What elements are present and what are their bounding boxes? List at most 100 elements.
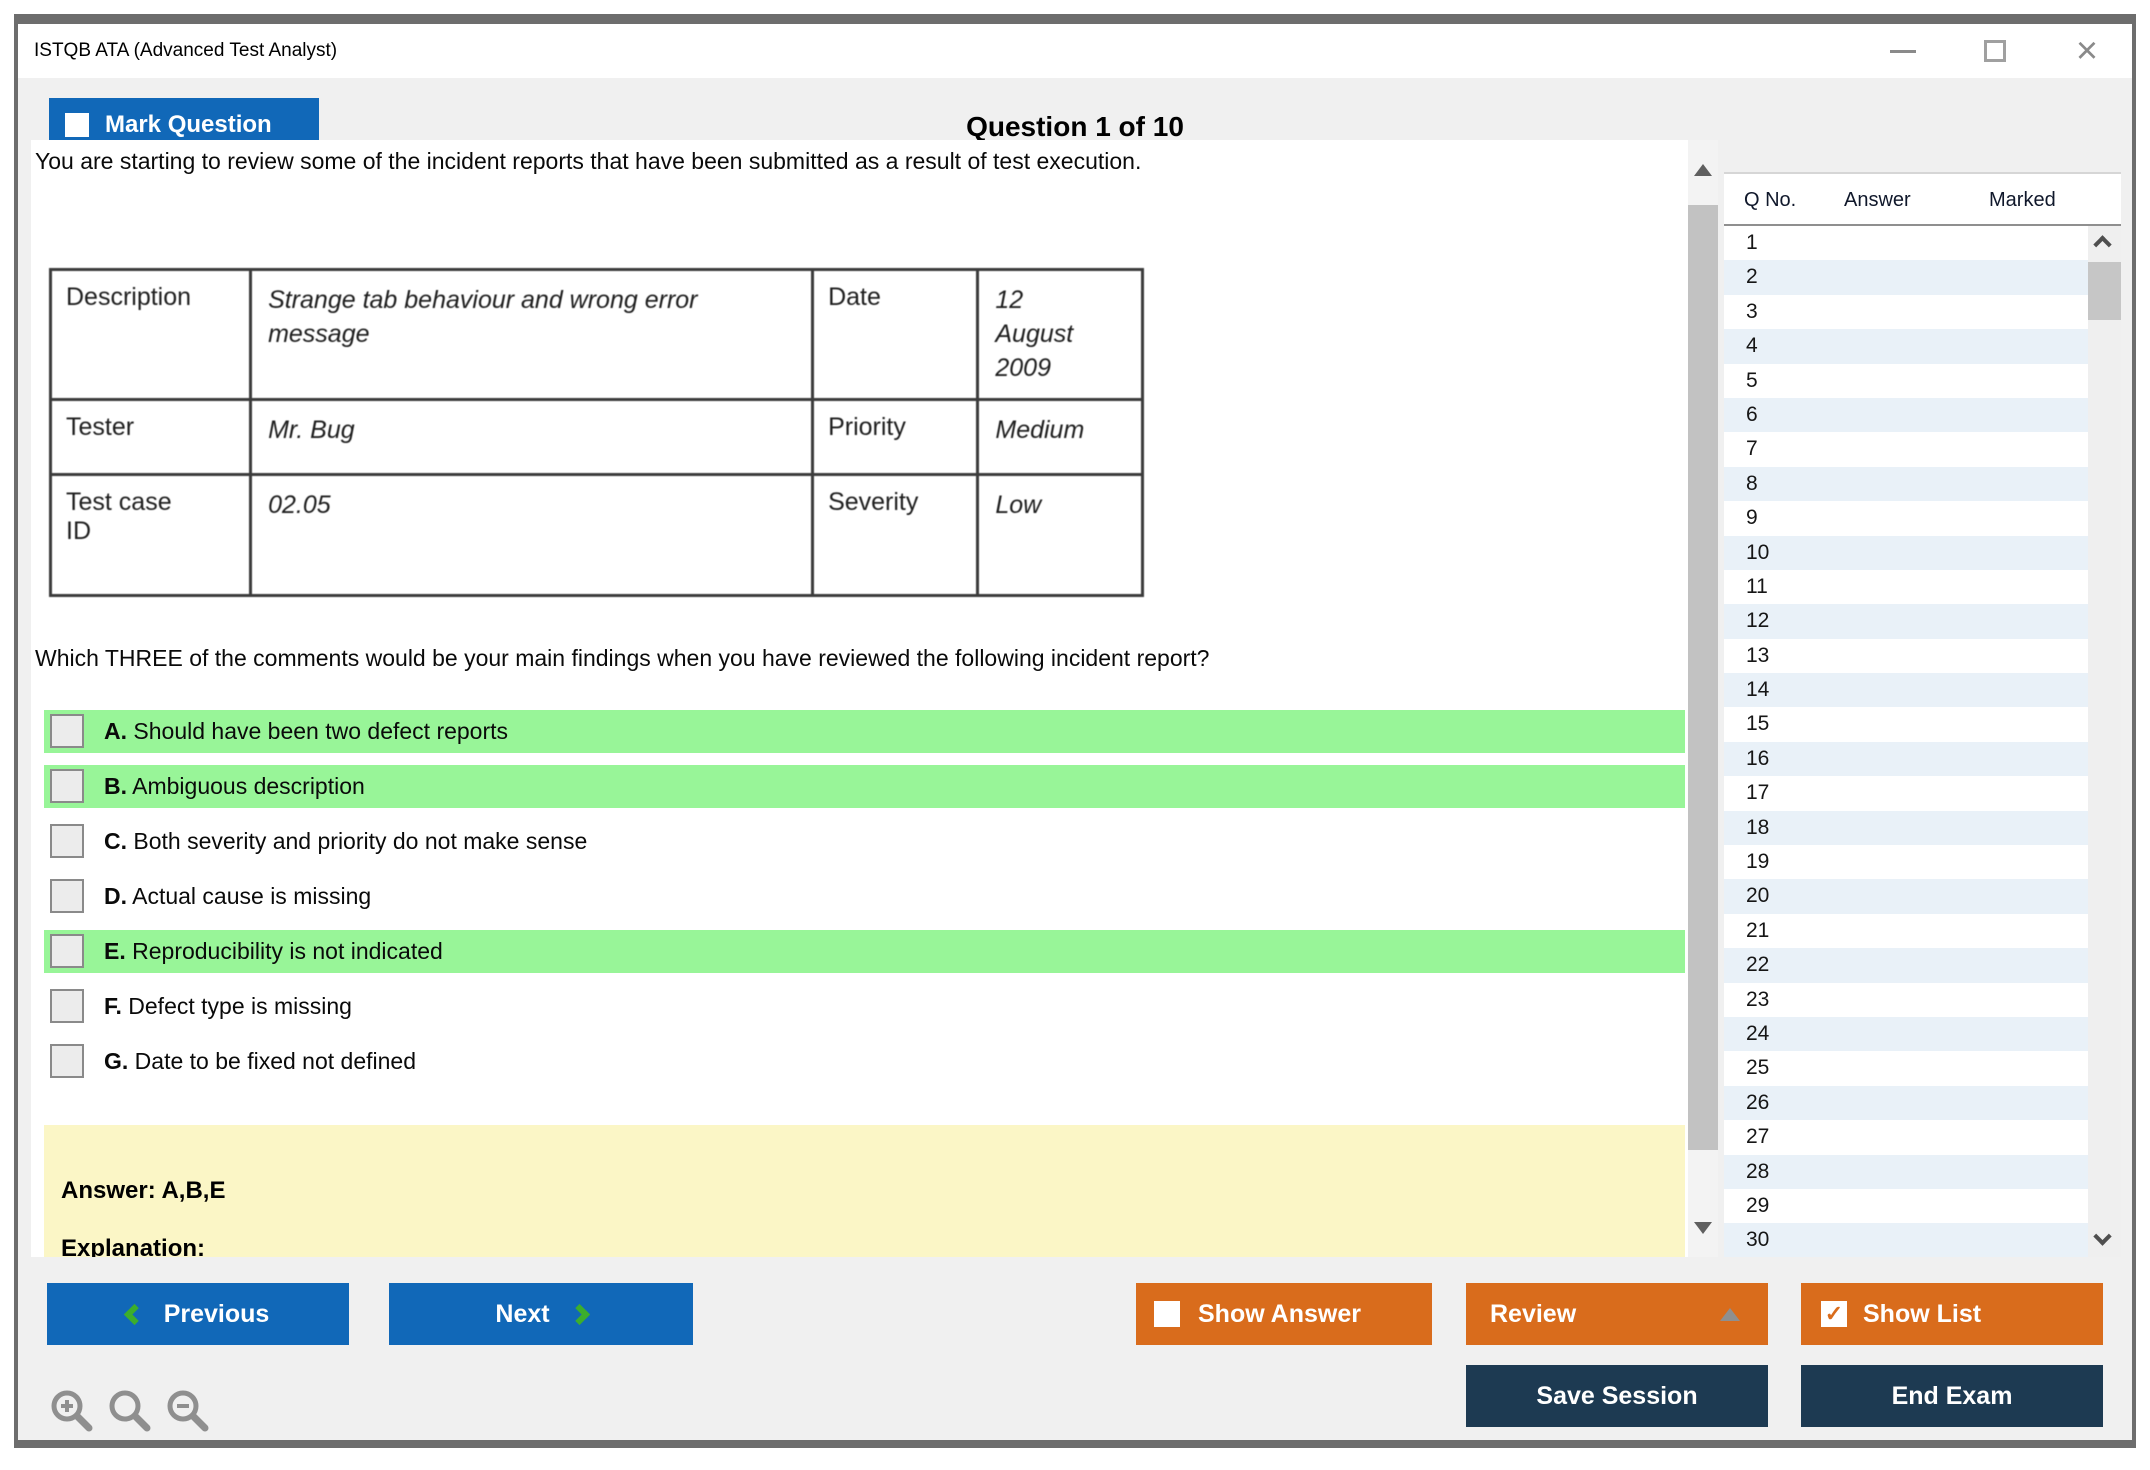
show-answer-checkbox[interactable] bbox=[1154, 1301, 1180, 1327]
maximize-button[interactable] bbox=[1980, 36, 2010, 66]
question-list-row[interactable]: 28 bbox=[1724, 1154, 2088, 1189]
question-list-rows: 1 2 3 4 5 6 7 8 9 10 11 12 13 14 15 16 17 18 19 20 21 22 23 24 2… bbox=[1724, 226, 2088, 1257]
list-scroll-up-icon[interactable] bbox=[2093, 235, 2112, 254]
question-prompt-text: Which THREE of the comments would be you… bbox=[35, 645, 1210, 671]
chevron-right-icon bbox=[568, 1303, 590, 1325]
question-list-row[interactable]: 26 bbox=[1724, 1085, 2088, 1121]
question-list-row[interactable]: 21 bbox=[1746, 918, 1770, 942]
previous-button[interactable]: Previous bbox=[47, 1283, 349, 1345]
column-header-marked: Marked bbox=[1989, 189, 2056, 211]
question-list-row[interactable]: 17 bbox=[1746, 781, 1770, 805]
option-checkbox[interactable] bbox=[50, 879, 84, 913]
answer-option-row[interactable]: B. Ambiguous description bbox=[44, 765, 1685, 808]
option-checkbox[interactable] bbox=[50, 824, 84, 858]
incident-field-label: Priority bbox=[811, 398, 980, 476]
incident-field-label: Description bbox=[48, 268, 253, 401]
minimize-button[interactable] bbox=[1888, 36, 1918, 66]
next-button[interactable]: Next bbox=[389, 1283, 693, 1345]
list-scrollbar-thumb[interactable] bbox=[2088, 262, 2121, 320]
maximize-icon bbox=[1984, 40, 2006, 62]
zoom-in-icon[interactable] bbox=[49, 1388, 95, 1434]
answer-option-row[interactable]: D. Actual cause is missing bbox=[44, 875, 1685, 918]
question-list-header: Q No. Answer Marked bbox=[1724, 174, 2121, 226]
incident-field-value: Mr. Bug bbox=[249, 398, 815, 476]
previous-label: Previous bbox=[163, 1299, 270, 1328]
incident-field-label: Test case ID bbox=[48, 473, 253, 597]
zoom-out-icon[interactable] bbox=[165, 1388, 211, 1434]
window-controls: × bbox=[1888, 24, 2102, 78]
save-session-button[interactable]: Save Session bbox=[1466, 1365, 1768, 1427]
question-list-row[interactable]: 9 bbox=[1746, 506, 1758, 530]
question-list-row[interactable]: 8 bbox=[1724, 466, 2088, 502]
zoom-reset-icon[interactable] bbox=[107, 1388, 153, 1434]
review-label: Review bbox=[1490, 1299, 1577, 1328]
question-list-row[interactable]: 13 bbox=[1746, 643, 1770, 667]
show-list-button[interactable]: ✓ Show List bbox=[1801, 1283, 2103, 1345]
question-list-row[interactable]: 4 bbox=[1724, 329, 2088, 364]
window-body: Question 1 of 10 Mark Question You are s… bbox=[18, 78, 2132, 1440]
question-list-row[interactable]: 23 bbox=[1746, 987, 1770, 1011]
option-label: A. Should have been two defect reports bbox=[104, 718, 509, 744]
incident-table-body: Description Strange tab behaviour and wro… bbox=[48, 268, 1145, 597]
question-list-row[interactable]: 29 bbox=[1746, 1193, 1770, 1217]
show-answer-button[interactable]: Show Answer bbox=[1136, 1283, 1432, 1345]
question-list-row[interactable]: 3 bbox=[1746, 299, 1758, 323]
answer-text: Answer: A,B,E bbox=[61, 1177, 226, 1204]
option-checkbox[interactable] bbox=[50, 934, 84, 968]
answer-option-row[interactable]: G. Date to be fixed not defined bbox=[44, 1040, 1685, 1083]
option-label: D. Actual cause is missing bbox=[104, 883, 372, 909]
question-list-row[interactable]: 18 bbox=[1724, 810, 2088, 846]
option-checkbox[interactable] bbox=[50, 714, 84, 748]
question-list-row[interactable]: 15 bbox=[1746, 712, 1770, 736]
content-scrollbar-thumb[interactable] bbox=[1688, 205, 1718, 1150]
question-list-scrollbar[interactable] bbox=[2088, 226, 2121, 1257]
question-list-row[interactable]: 14 bbox=[1724, 673, 2088, 708]
answer-option-row[interactable]: E. Reproducibility is not indicated bbox=[44, 930, 1685, 973]
content-scrollbar[interactable] bbox=[1688, 140, 1718, 1257]
question-intro-text: You are starting to review some of the i… bbox=[35, 148, 1142, 174]
mark-question-checkbox[interactable] bbox=[65, 113, 89, 137]
scroll-up-arrow-icon[interactable] bbox=[1694, 164, 1712, 176]
question-list-row[interactable]: 22 bbox=[1724, 948, 2088, 983]
question-list-row[interactable]: 27 bbox=[1746, 1125, 1770, 1149]
save-session-label: Save Session bbox=[1536, 1381, 1698, 1410]
answer-option-row[interactable]: C. Both severity and priority do not mak… bbox=[44, 820, 1685, 863]
question-list-row[interactable]: 10 bbox=[1724, 535, 2088, 570]
answer-option-row[interactable]: A. Should have been two defect reports bbox=[44, 710, 1685, 753]
question-list-row[interactable]: 6 bbox=[1724, 397, 2088, 433]
option-checkbox[interactable] bbox=[50, 1044, 84, 1078]
close-button[interactable]: × bbox=[2072, 32, 2102, 70]
question-list-row[interactable]: 5 bbox=[1746, 368, 1758, 392]
answer-option-row[interactable]: F. Defect type is missing bbox=[44, 985, 1685, 1028]
question-list-row[interactable]: 12 bbox=[1724, 604, 2088, 639]
triangle-up-icon bbox=[1720, 1308, 1740, 1321]
question-list-row[interactable]: 25 bbox=[1746, 1056, 1770, 1080]
end-exam-button[interactable]: End Exam bbox=[1801, 1365, 2103, 1427]
question-list-row[interactable]: 30 bbox=[1724, 1223, 2088, 1257]
incident-field-value: 12 August 2009 bbox=[976, 268, 1145, 401]
options-list: A. Should have been two defect reports B.… bbox=[44, 710, 1685, 1095]
chevron-left-icon bbox=[123, 1303, 145, 1325]
option-label: F. Defect type is missing bbox=[104, 993, 352, 1019]
option-label: B. Ambiguous description bbox=[104, 773, 365, 799]
column-header-answer: Answer bbox=[1844, 189, 1911, 211]
question-list-row[interactable]: 16 bbox=[1724, 741, 2088, 777]
show-list-checkbox[interactable]: ✓ bbox=[1821, 1301, 1847, 1327]
question-list-row[interactable]: 1 bbox=[1746, 231, 1758, 254]
option-checkbox[interactable] bbox=[50, 989, 84, 1023]
list-scroll-down-icon[interactable] bbox=[2093, 1227, 2112, 1246]
question-list-row[interactable]: 11 bbox=[1746, 574, 1768, 598]
scroll-down-arrow-icon[interactable] bbox=[1694, 1222, 1712, 1234]
question-list-row[interactable]: 7 bbox=[1746, 437, 1758, 461]
show-list-label: Show List bbox=[1863, 1299, 1982, 1328]
question-list-row[interactable]: 2 bbox=[1724, 260, 2088, 295]
question-list-row[interactable]: 19 bbox=[1746, 850, 1770, 874]
option-checkbox[interactable] bbox=[50, 769, 84, 803]
question-list-row[interactable]: 24 bbox=[1724, 1016, 2088, 1052]
incident-report-table: Description Strange tab behaviour and wro… bbox=[48, 268, 1145, 597]
question-list-row[interactable]: 20 bbox=[1724, 879, 2088, 914]
review-button[interactable]: Review bbox=[1466, 1283, 1768, 1345]
question-panel: You are starting to review some of the i… bbox=[31, 140, 1688, 1257]
incident-field-label: Date bbox=[811, 268, 980, 401]
